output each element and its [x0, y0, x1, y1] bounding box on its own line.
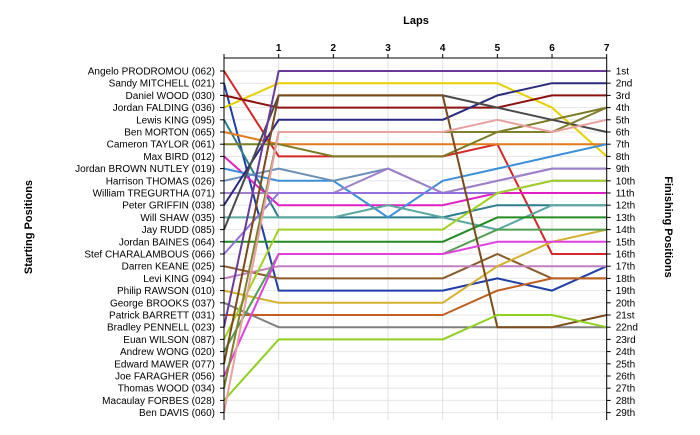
series-line	[223, 82, 608, 158]
finishing-position-label: 6th	[616, 128, 630, 139]
starting-position-label: Angelo PRODROMOU (062)	[88, 67, 215, 78]
starting-position-label: Peter GRIFFIN (038)	[122, 201, 215, 212]
finishing-position-label: 11th	[616, 189, 635, 200]
starting-position-label: Jordan BAINES (064)	[119, 237, 215, 248]
series-line	[223, 82, 607, 206]
starting-position-label: Ben MORTON (065)	[124, 128, 215, 139]
finishing-position-label: 4th	[616, 103, 630, 114]
series-line	[224, 277, 607, 316]
starting-position-label: Thomas WOOD (034)	[118, 384, 215, 395]
starting-position-label: Darren KEANE (025)	[122, 262, 215, 273]
gridlines	[224, 60, 608, 420]
starting-position-label: Ben DAVIS (060)	[139, 408, 215, 419]
finishing-position-label: 9th	[616, 164, 630, 175]
finishing-position-label: 19th	[616, 286, 635, 297]
finishing-position-label: 18th	[616, 274, 635, 285]
finishing-position-label: 26th	[616, 372, 635, 383]
series-line	[223, 265, 607, 280]
starting-position-label: Sandy MITCHELL (021)	[109, 79, 215, 90]
series-line	[223, 82, 608, 292]
series-line	[223, 131, 607, 146]
finishing-position-label: 17th	[616, 262, 635, 273]
starting-position-label: Patrick BARRETT (031)	[109, 311, 215, 322]
finishing-position-label: 8th	[616, 152, 630, 163]
lap-tick-label: 6	[549, 43, 555, 54]
starting-position-label: Andrew WONG (020)	[120, 347, 215, 358]
series-line	[224, 106, 607, 158]
lap-tick-label: 2	[331, 43, 337, 54]
starting-position-label: Joe FARAGHER (056)	[115, 372, 215, 383]
starting-position-label: Daniel WOOD (030)	[126, 91, 215, 102]
series-line	[223, 179, 607, 340]
starting-position-label: Jay RUDD (085)	[142, 225, 215, 236]
starting-position-label: Bradley PENNELL (023)	[107, 323, 215, 334]
series-line	[223, 143, 607, 219]
series-line	[223, 94, 607, 364]
starting-position-label: Levi KING (094)	[143, 274, 215, 285]
finishing-position-label: 7th	[616, 140, 630, 151]
finishing-position-label: 12th	[616, 201, 635, 212]
finishing-position-label: 1st	[616, 67, 630, 78]
starting-position-label: Max BIRD (012)	[143, 152, 215, 163]
series-line	[223, 228, 607, 304]
y-left-axis-label: Starting Positions	[23, 180, 35, 274]
finishing-position-label: 22nd	[616, 323, 638, 334]
series-lines	[223, 70, 608, 413]
series-line	[223, 94, 607, 109]
series-line	[223, 240, 607, 377]
finishing-position-label: 2nd	[616, 79, 633, 90]
finishing-position-label: 28th	[616, 396, 635, 407]
starting-position-label: Jordan FALDING (036)	[113, 103, 215, 114]
lap-tick-label: 4	[440, 43, 446, 54]
starting-position-label: Harrison THOMAS (026)	[106, 176, 215, 187]
starting-position-label: Will SHAW (035)	[140, 213, 215, 224]
axes	[220, 54, 611, 420]
finishing-position-label: 16th	[616, 250, 635, 261]
finishing-position-labels: 1st2nd3rd4th5th6th7th8th9th10th11th12th1…	[616, 67, 638, 420]
lap-tick-labels: 1 2 3 4 5 6 7	[276, 43, 610, 54]
finishing-position-label: 10th	[616, 176, 635, 187]
starting-position-label: Jordan BROWN NUTLEY (019)	[75, 164, 215, 175]
finishing-position-label: 14th	[616, 225, 635, 236]
series-line	[223, 70, 607, 328]
lap-tick-label: 1	[276, 43, 282, 54]
series-line	[224, 204, 607, 231]
chart-title: Laps	[403, 15, 429, 27]
lap-tick-label: 7	[604, 43, 610, 54]
series-line	[223, 155, 607, 207]
starting-position-label: Stef CHARALAMBOUS (066)	[84, 250, 215, 261]
series-line	[223, 314, 607, 402]
starting-position-label: George BROOKS (037)	[110, 298, 215, 309]
starting-position-label: Lewis KING (095)	[136, 115, 215, 126]
series-line	[223, 94, 607, 230]
finishing-position-label: 27th	[616, 384, 635, 395]
lap-tick-label: 3	[385, 43, 391, 54]
starting-position-label: Macaulay FORBES (028)	[102, 396, 215, 407]
series-line	[223, 118, 607, 413]
finishing-position-label: 15th	[616, 237, 635, 248]
series-line	[224, 216, 607, 243]
starting-position-label: Euan WILSON (087)	[123, 335, 215, 346]
starting-position-label: William TREGURTHA (071)	[93, 189, 215, 200]
starting-position-label: Cameron TAYLOR (061)	[107, 140, 215, 151]
starting-position-label: Edward MAWER (077)	[114, 359, 215, 370]
finishing-position-label: 13th	[616, 213, 635, 224]
finishing-position-label: 29th	[616, 408, 635, 419]
finishing-position-label: 23rd	[616, 335, 636, 346]
starting-position-label: Philip RAWSON (010)	[117, 286, 215, 297]
lap-tick-label: 5	[495, 43, 501, 54]
finishing-position-label: 3rd	[616, 91, 630, 102]
finishing-position-label: 25th	[616, 359, 635, 370]
finishing-position-label: 24th	[616, 347, 635, 358]
series-line	[223, 253, 607, 280]
y-right-axis-label: Finishing Positions	[662, 176, 674, 277]
series-line	[223, 70, 607, 255]
finishing-position-label: 20th	[616, 298, 635, 309]
finishing-position-label: 21st	[616, 311, 635, 322]
finishing-position-label: 5th	[616, 115, 630, 126]
starting-position-labels: Angelo PRODROMOU (062)Sandy MITCHELL (02…	[75, 67, 215, 420]
